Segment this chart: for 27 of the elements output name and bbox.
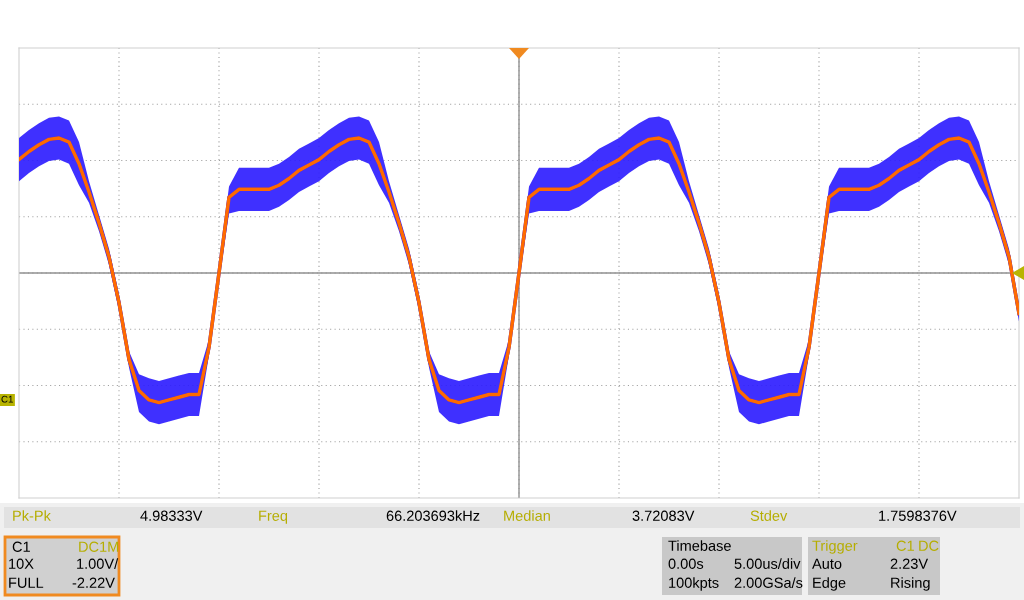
text: Median [504,510,550,521]
text: C1 [896,540,914,551]
text: 3.72083V [632,510,695,521]
text: 1.00V/ [77,558,119,569]
text: C1 [1,395,13,403]
text: Edge [813,577,846,591]
text: DC1M [79,541,119,552]
text: 0.00s [668,558,704,569]
text: 4.98333V [140,510,203,521]
text: 2.23V [890,558,929,569]
text: DC [919,540,939,551]
text: C1 [12,541,30,552]
text: 1.7598376V [879,510,957,521]
text: Timebase [668,540,731,551]
text: Rising [891,577,930,591]
text: 10X [9,558,34,569]
text: 5.00us/div [734,558,801,569]
text: -2.22V [72,577,115,588]
text: FULL [9,577,44,588]
text: Freq [259,510,288,524]
text: Auto [812,558,842,569]
text: 2.00GSa/s [734,577,803,588]
text: Trigger [812,540,858,554]
text: Pk-Pk [13,510,51,521]
text: 66.203693kHz [386,510,480,521]
text: 100kpts [669,577,719,591]
text: Stdev [750,510,788,521]
